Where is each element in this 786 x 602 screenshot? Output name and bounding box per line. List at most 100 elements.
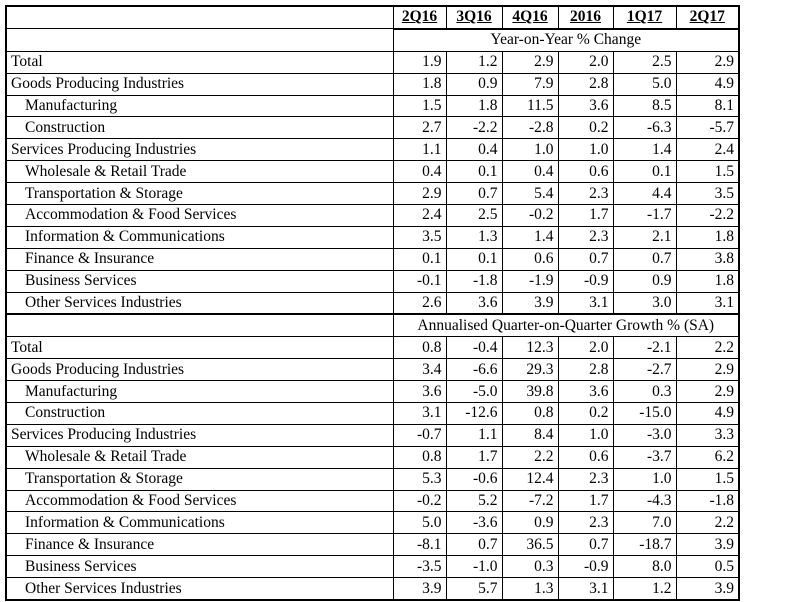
value-cell: 3.1	[675, 291, 740, 315]
value-cell: 39.8	[501, 380, 559, 404]
value-cell: 0.1	[445, 160, 503, 184]
value-cell: 3.9	[675, 533, 740, 557]
value-cell: 2.0	[557, 336, 614, 360]
value-cell: 1.8	[445, 94, 503, 118]
value-cell: 2.2	[675, 336, 740, 360]
value-cell: 0.6	[557, 160, 614, 184]
value-cell: 0.8	[501, 402, 559, 425]
value-cell: 1.1	[392, 138, 447, 162]
value-cell: 2.9	[675, 358, 740, 382]
value-cell: 3.5	[392, 225, 447, 249]
table-row: Finance & Insurance -8.1 0.7 36.5 0.7 -18.7 3.…	[5, 533, 740, 557]
value-cell: 2.1	[612, 225, 677, 249]
value-cell: 5.7	[445, 577, 503, 601]
value-cell: 1.0	[557, 138, 614, 162]
value-cell: -2.2	[675, 204, 740, 227]
column-header: 2Q17	[675, 5, 740, 30]
value-cell: -2.2	[445, 116, 503, 140]
value-cell: -3.6	[445, 511, 503, 535]
value-cell: 0.2	[557, 116, 614, 140]
column-header: 2Q16	[392, 5, 447, 30]
value-cell: 3.4	[392, 358, 447, 382]
value-cell: 0.4	[501, 160, 559, 184]
value-cell: 2.3	[557, 467, 614, 491]
value-cell: 29.3	[501, 358, 559, 382]
value-cell: -1.8	[675, 489, 740, 513]
table-row: Other Services Industries 3.9 5.7 1.3 3.1 1.2…	[5, 577, 740, 601]
table-row: Accommodation & Food Services 2.4 2.5 -0.2 1…	[5, 204, 740, 227]
value-cell: 12.4	[501, 467, 559, 491]
value-cell: 0.3	[501, 555, 559, 579]
value-cell: 2.4	[392, 204, 447, 227]
value-cell: 0.6	[501, 247, 559, 271]
table-row: Goods Producing Industries 3.4 -6.6 29.3 2.8…	[5, 358, 740, 382]
value-cell: 2.9	[675, 50, 740, 74]
table-row: Total 0.8 -0.4 12.3 2.0 -2.1 2.2	[5, 336, 740, 360]
value-cell: 1.3	[445, 225, 503, 249]
value-cell: 12.3	[501, 336, 559, 360]
value-cell: 0.1	[612, 160, 677, 184]
table-row: Manufacturing 3.6 -5.0 39.8 3.6 0.3 2.9	[5, 380, 740, 404]
value-cell: -0.7	[392, 423, 447, 447]
value-cell: 1.7	[557, 204, 614, 227]
value-cell: 1.3	[501, 577, 559, 601]
value-cell: -0.9	[557, 555, 614, 579]
section-blank-cell	[5, 28, 394, 52]
row-label: Services Producing Industries	[5, 138, 394, 162]
value-cell: 5.2	[445, 489, 503, 513]
row-label: Information & Communications	[5, 225, 394, 249]
value-cell: 3.6	[392, 380, 447, 404]
value-cell: 7.0	[612, 511, 677, 535]
growth-table: 2Q16 3Q16 4Q16 2016 1Q17 2Q17 Year-on-Ye…	[5, 5, 740, 602]
value-cell: 1.5	[675, 160, 740, 184]
row-label: Transportation & Storage	[5, 467, 394, 491]
value-cell: 3.9	[675, 577, 740, 601]
value-cell: -2.1	[612, 336, 677, 360]
value-cell: 2.8	[557, 72, 614, 96]
value-cell: 2.4	[675, 138, 740, 162]
value-cell: -5.7	[675, 116, 740, 140]
value-cell: -1.8	[445, 269, 503, 293]
value-cell: 2.5	[445, 204, 503, 227]
value-cell: 3.5	[675, 182, 740, 206]
column-header: 2016	[557, 5, 614, 30]
value-cell: 0.4	[445, 138, 503, 162]
value-cell: -0.2	[501, 204, 559, 227]
row-label: Transportation & Storage	[5, 182, 394, 206]
value-cell: 0.6	[557, 445, 614, 469]
row-label: Accommodation & Food Services	[5, 204, 394, 227]
table-row: Business Services -3.5 -1.0 0.3 -0.9 8.0 0.5	[5, 555, 740, 579]
value-cell: 2.7	[392, 116, 447, 140]
value-cell: 8.4	[501, 423, 559, 447]
value-cell: 3.0	[612, 291, 677, 315]
value-cell: 2.6	[392, 291, 447, 315]
value-cell: -1.7	[612, 204, 677, 227]
value-cell: 1.0	[612, 467, 677, 491]
row-label: Wholesale & Retail Trade	[5, 160, 394, 184]
row-label: Goods Producing Industries	[5, 358, 394, 382]
value-cell: 0.8	[392, 336, 447, 360]
row-label: Finance & Insurance	[5, 533, 394, 557]
value-cell: 0.7	[612, 247, 677, 271]
value-cell: -1.9	[501, 269, 559, 293]
value-cell: 1.4	[501, 225, 559, 249]
value-cell: 1.4	[612, 138, 677, 162]
table-row: Information & Communications 5.0 -3.6 0.9 2.…	[5, 511, 740, 535]
row-label: Manufacturing	[5, 380, 394, 404]
row-label: Accommodation & Food Services	[5, 489, 394, 513]
value-cell: 36.5	[501, 533, 559, 557]
value-cell: 8.0	[612, 555, 677, 579]
header-blank-cell	[6, 6, 394, 30]
value-cell: -0.2	[392, 489, 447, 513]
value-cell: 8.1	[675, 94, 740, 118]
value-cell: -2.7	[612, 358, 677, 382]
value-cell: -4.3	[612, 489, 677, 513]
value-cell: 5.0	[392, 511, 447, 535]
value-cell: 5.0	[612, 72, 677, 96]
row-label: Manufacturing	[5, 94, 394, 118]
row-label: Construction	[5, 402, 394, 425]
value-cell: 0.5	[675, 555, 740, 579]
value-cell: 2.2	[675, 511, 740, 535]
table-row: Information & Communications 3.5 1.3 1.4 2.3…	[5, 225, 740, 249]
table-row: Transportation & Storage 5.3 -0.6 12.4 2.3 1.…	[5, 467, 740, 491]
